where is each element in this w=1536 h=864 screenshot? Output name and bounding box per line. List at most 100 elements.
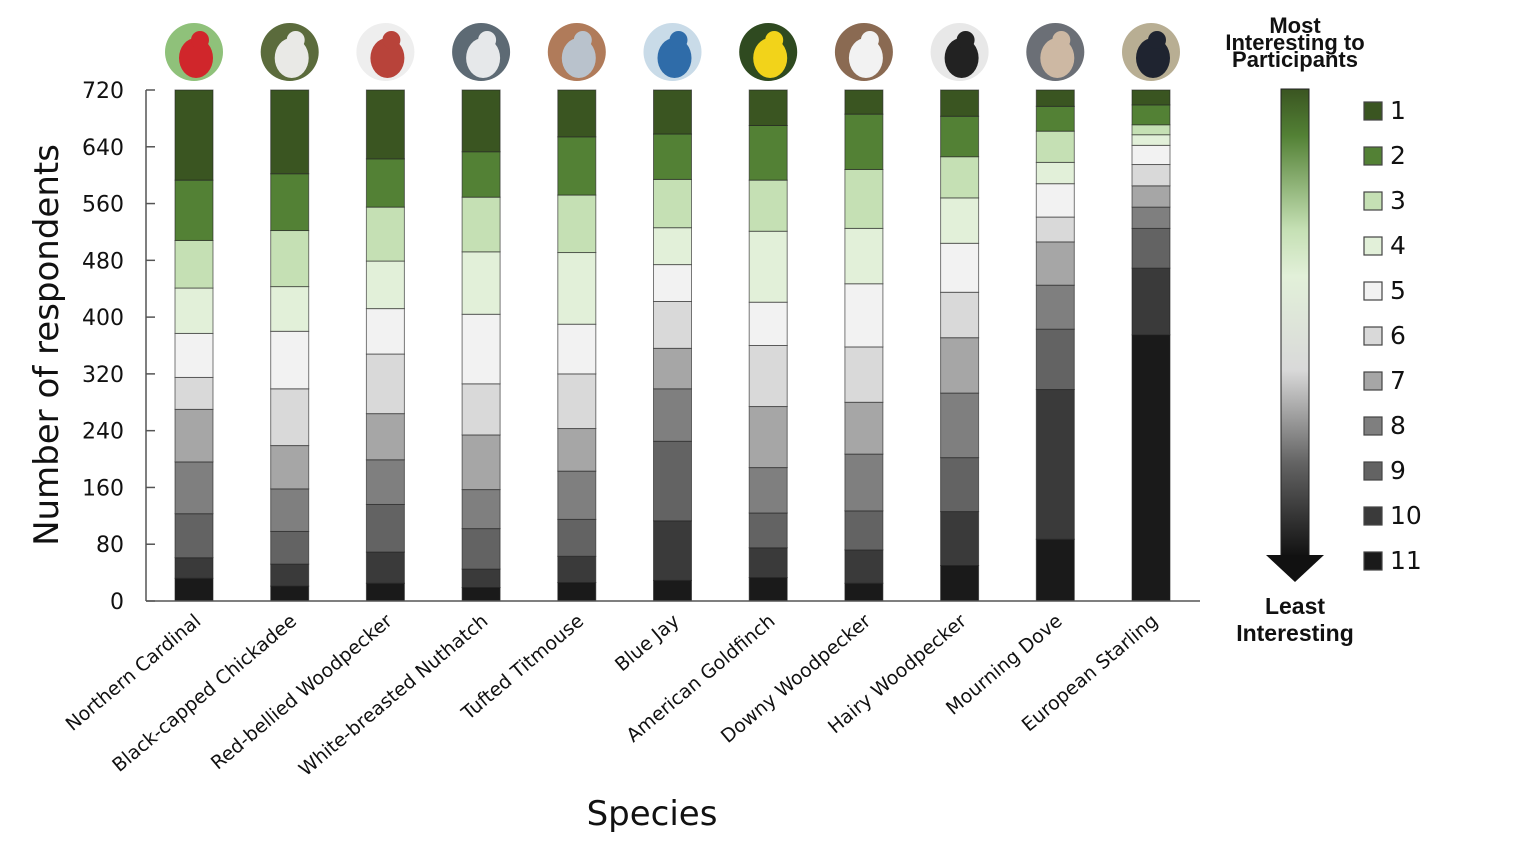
bar-segment-rank-7 xyxy=(174,408,214,463)
bar-segment-rank-9 xyxy=(748,512,788,549)
bar-segment-rank-9 xyxy=(270,530,310,565)
y-axis-title: Number of respondents xyxy=(27,144,67,546)
bar-segment-rank-8 xyxy=(461,489,501,530)
bar-segment-rank-5 xyxy=(1131,144,1171,166)
bar-segment-rank-2 xyxy=(1035,105,1075,132)
legend-swatch xyxy=(1363,191,1383,211)
bar-segment-rank-1 xyxy=(270,89,310,175)
legend: 1 2 3 4 5 6 7 8 9 10 11 xyxy=(1363,96,1422,575)
y-tick-label: 720 xyxy=(82,79,124,104)
bar-segment-rank-1 xyxy=(1131,89,1171,106)
bar-segment-rank-5 xyxy=(461,313,501,385)
bar-segment-rank-3 xyxy=(270,230,310,288)
legend-swatch xyxy=(1363,461,1383,481)
legend-label: 1 xyxy=(1390,96,1406,125)
bar-segment-rank-2 xyxy=(940,115,980,158)
bar-segment-rank-5 xyxy=(748,301,788,346)
x-tick-label: Red-bellied Woodpecker xyxy=(207,610,397,774)
bar-stack xyxy=(748,89,788,602)
red-bellied-woodpecker-photo-icon xyxy=(356,23,415,81)
bar-segment-rank-3 xyxy=(940,156,980,199)
bar-segment-rank-11 xyxy=(1035,538,1075,602)
bars xyxy=(174,89,1171,602)
bar-segment-rank-6 xyxy=(270,388,310,447)
bar-segment-rank-11 xyxy=(365,582,405,602)
bar-segment-rank-6 xyxy=(1035,216,1075,243)
x-tick-label: Blue Jay xyxy=(611,610,684,676)
bar-segment-rank-5 xyxy=(844,283,884,348)
y-tick-label: 240 xyxy=(82,420,124,445)
bar-segment-rank-5 xyxy=(557,323,597,375)
legend-swatch xyxy=(1363,326,1383,346)
bar-segment-rank-11 xyxy=(557,582,597,602)
bar-segment-rank-6 xyxy=(365,353,405,415)
bar-segment-rank-1 xyxy=(1035,89,1075,107)
legend-item: 4 xyxy=(1363,231,1406,260)
bar-stack xyxy=(174,89,214,602)
legend-item: 5 xyxy=(1363,276,1406,305)
bar-segment-rank-8 xyxy=(365,459,405,505)
bar-segment-rank-4 xyxy=(461,251,501,315)
legend-item: 7 xyxy=(1363,366,1406,395)
y-tick-label: 640 xyxy=(82,136,124,161)
legend-swatch xyxy=(1363,281,1383,301)
bar-segment-rank-3 xyxy=(557,194,597,254)
bar-segment-rank-11 xyxy=(174,577,214,602)
bar-segment-rank-11 xyxy=(270,585,310,602)
bar-segment-rank-3 xyxy=(1131,124,1171,136)
bar-segment-rank-8 xyxy=(557,470,597,520)
bar-segment-rank-10 xyxy=(1131,267,1171,336)
bar-segment-rank-2 xyxy=(365,158,405,208)
legend-label: 8 xyxy=(1390,411,1406,440)
bar-segment-rank-2 xyxy=(461,151,501,198)
bar-stack xyxy=(1035,89,1075,602)
bar-segment-rank-7 xyxy=(557,428,597,472)
bar-segment-rank-6 xyxy=(1131,164,1171,187)
bar-segment-rank-10 xyxy=(461,568,501,589)
bar-segment-rank-11 xyxy=(1131,334,1171,602)
bar-segment-rank-8 xyxy=(1131,206,1171,229)
bar-segment-rank-9 xyxy=(1035,328,1075,391)
bar-stack xyxy=(653,89,692,602)
bar-stack xyxy=(365,89,405,602)
bar-segment-rank-2 xyxy=(557,136,597,196)
legend-swatch xyxy=(1363,506,1383,526)
legend-label: 3 xyxy=(1390,186,1406,215)
bar-segment-rank-1 xyxy=(748,89,788,126)
bar-segment-rank-6 xyxy=(940,291,980,339)
y-tick-label: 560 xyxy=(82,193,124,218)
bar-segment-rank-1 xyxy=(461,89,501,153)
bar-segment-rank-6 xyxy=(461,383,501,436)
bar-segment-rank-2 xyxy=(748,124,788,181)
tufted-titmouse-photo-icon xyxy=(547,23,606,81)
bar-segment-rank-5 xyxy=(1035,183,1075,218)
bar-segment-rank-4 xyxy=(1131,134,1171,146)
bar-segment-rank-3 xyxy=(748,179,788,232)
bar-segment-rank-11 xyxy=(748,577,788,602)
bar-segment-rank-4 xyxy=(557,252,597,325)
bar-segment-rank-10 xyxy=(844,549,884,584)
bar-segment-rank-10 xyxy=(1035,389,1075,540)
x-tick-label: White-breasted Nuthatch xyxy=(295,610,493,781)
bar-segment-rank-4 xyxy=(844,227,884,285)
legend-label: 6 xyxy=(1390,321,1406,350)
bar-segment-rank-8 xyxy=(940,392,980,459)
y-tick-label: 400 xyxy=(82,306,124,331)
bar-segment-rank-9 xyxy=(940,457,980,513)
y-tick-label: 480 xyxy=(82,249,124,274)
bar-segment-rank-6 xyxy=(844,346,884,403)
bar-segment-rank-7 xyxy=(940,337,980,394)
bar-segment-rank-2 xyxy=(174,179,214,241)
bar-segment-rank-6 xyxy=(653,300,692,349)
blue-jay-photo-icon xyxy=(643,23,702,81)
bar-segment-rank-9 xyxy=(1131,227,1171,269)
bar-stack xyxy=(461,89,501,602)
bar-segment-rank-5 xyxy=(365,308,405,355)
bar-segment-rank-7 xyxy=(270,445,310,490)
legend-item: 10 xyxy=(1363,501,1422,530)
bar-segment-rank-4 xyxy=(1035,161,1075,185)
mourning-dove-photo-icon xyxy=(1026,23,1085,81)
legend-item: 3 xyxy=(1363,186,1406,215)
legend-label: 10 xyxy=(1390,501,1422,530)
gradient-arrow-shaft xyxy=(1280,88,1310,558)
